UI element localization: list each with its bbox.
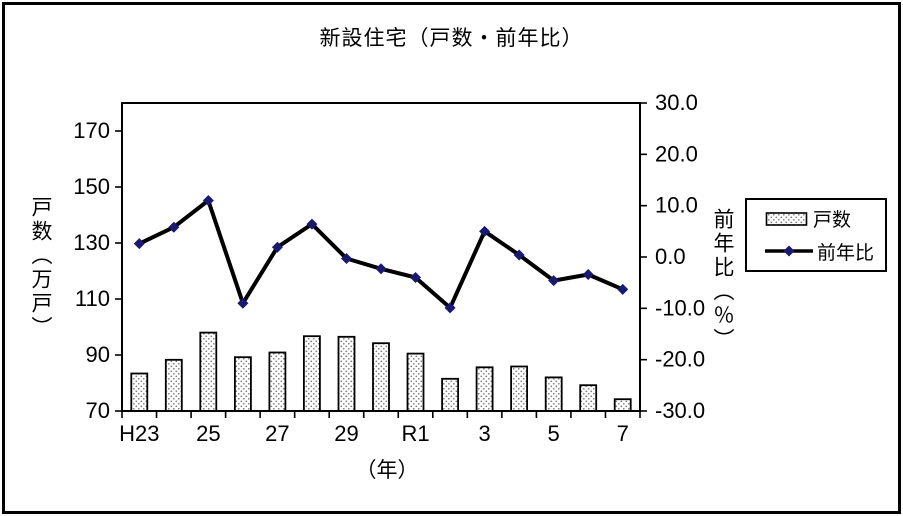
yoy-marker [444,302,456,314]
x-tick-label: 7 [617,421,629,446]
bar [441,377,460,412]
y-right-tick-label: -20.0 [655,347,705,372]
x-tick-label: R1 [401,421,429,446]
y-left-tick-label: 70 [86,398,110,423]
chart-title: 新設住宅（戸数・前年比） [319,27,584,50]
bar [510,365,529,412]
y-left-tick-label: 150 [73,174,110,199]
yoy-marker [513,249,525,261]
legend-label-yoy: 前年比 [817,242,875,264]
legend-line-swatch-icon [765,245,813,257]
bar [613,398,632,412]
legend-bar-swatch-icon [765,212,808,226]
tick-marks [115,102,647,418]
y-left-tick-label: 110 [75,286,110,311]
yoy-marker [479,225,491,237]
yoy-marker [271,241,283,253]
yoy-marker [202,195,214,207]
yoy-marker [237,297,249,309]
x-tick-label: 5 [548,421,560,446]
bar [233,356,252,412]
y-left-tick-label: 90 [86,342,110,367]
bar [268,351,287,412]
bar [164,358,183,412]
bar [475,366,494,412]
y-left-tick-label: 130 [73,230,110,255]
y-right-tick-label: -30.0 [655,398,705,423]
y-axis-title-left: 戸数（万戸） [29,196,52,340]
bar-series [130,331,632,412]
bar [406,352,425,412]
yoy-marker [548,275,560,287]
bar [337,335,356,412]
legend-label-units: 戸数 [813,210,852,232]
y-right-tick-label: 10.0 [655,193,698,218]
yoy-marker [617,283,629,295]
y-axis-title-right: 前年比（％） [711,208,734,352]
y-right-tick-label: 30.0 [655,90,698,115]
line-series [133,195,629,314]
bar [199,331,218,412]
tick-labels: 70 90 110 130 150 170 -30.0 -20.0 -10.0 0.0 10.0 20… [73,90,705,446]
x-axis-title: （年） [355,459,419,482]
yoy-marker [168,221,180,233]
x-tick-label: H23 [119,421,159,446]
yoy-line [138,198,624,310]
x-tick-label: 29 [334,421,358,446]
yoy-marker [582,268,594,280]
yoy-marker [340,253,352,265]
bar [130,372,149,412]
x-tick-label: 27 [265,421,289,446]
legend-item-yoy: 前年比 [765,238,885,265]
y-right-tick-label: 0.0 [655,244,686,269]
legend: 戸数 前年比 [745,198,887,272]
legend-item-units: 戸数 [765,205,885,232]
yoy-marker [306,218,318,230]
y-right-tick-label: -10.0 [655,295,705,320]
yoy-marker [133,238,145,250]
bar [302,335,321,412]
bar [372,342,390,412]
bar [579,384,598,412]
yoy-marker [375,263,387,275]
x-tick-label: 25 [196,421,220,446]
yoy-marker [410,272,422,284]
bar [544,376,563,412]
y-left-tick-label: 170 [73,118,110,143]
x-tick-label: 3 [478,421,490,446]
y-right-tick-label: 20.0 [655,141,698,166]
